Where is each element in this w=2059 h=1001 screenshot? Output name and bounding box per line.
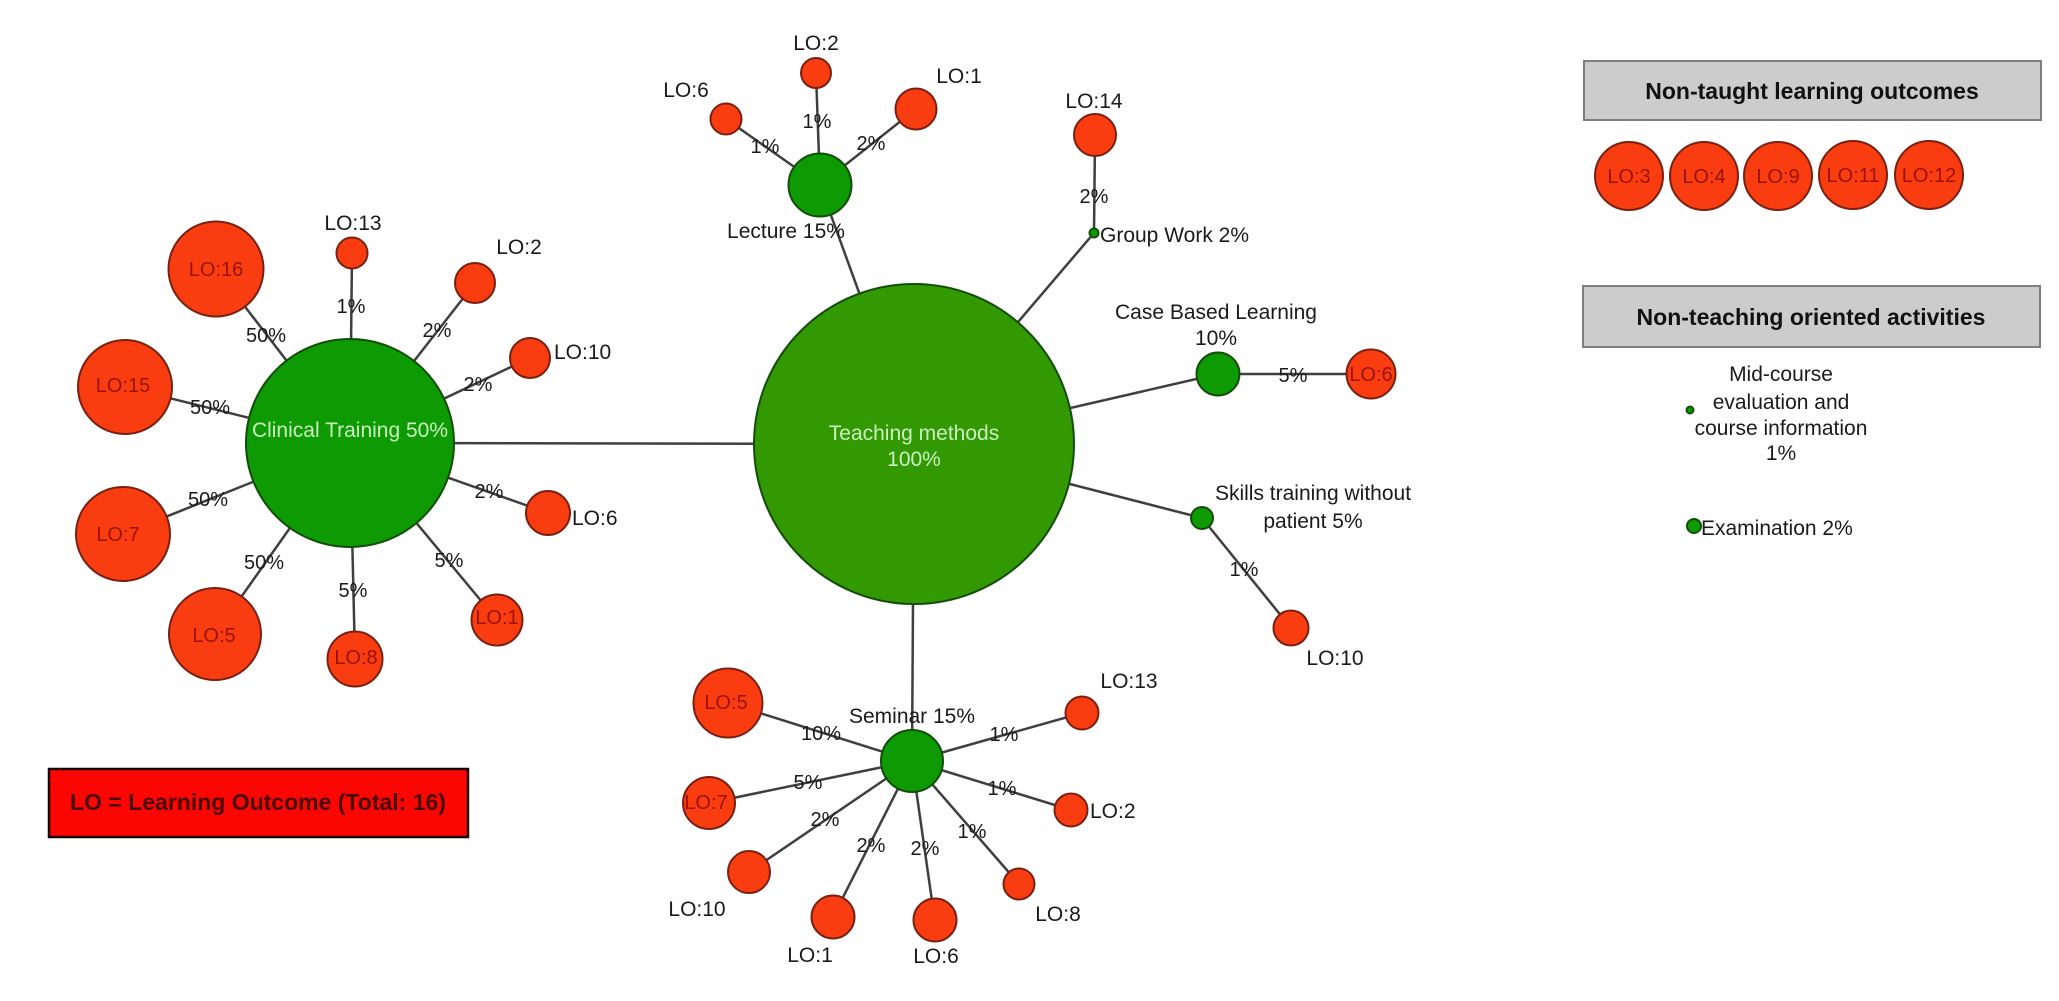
- svg-text:Clinical Training 50%: Clinical Training 50%: [252, 419, 448, 442]
- svg-text:2%: 2%: [857, 835, 886, 857]
- svg-text:LO:5: LO:5: [192, 625, 235, 647]
- svg-text:evaluation and: evaluation and: [1713, 391, 1850, 414]
- svg-text:LO:2: LO:2: [1090, 800, 1136, 823]
- svg-text:50%: 50%: [246, 325, 286, 347]
- svg-text:1%: 1%: [990, 724, 1019, 746]
- svg-text:Skills training without: Skills training without: [1215, 482, 1411, 505]
- svg-text:LO:6: LO:6: [663, 79, 709, 102]
- svg-text:LO:7: LO:7: [684, 792, 727, 814]
- svg-text:LO:2: LO:2: [793, 32, 839, 55]
- svg-text:LO:6: LO:6: [1349, 364, 1392, 386]
- svg-text:LO:10: LO:10: [668, 898, 725, 921]
- svg-text:Examination 2%: Examination 2%: [1701, 517, 1853, 540]
- svg-text:50%: 50%: [188, 489, 228, 511]
- svg-text:50%: 50%: [190, 397, 230, 419]
- svg-text:LO:11: LO:11: [1827, 165, 1880, 187]
- svg-text:LO:1: LO:1: [787, 944, 833, 967]
- svg-text:Lecture 15%: Lecture 15%: [727, 220, 845, 243]
- svg-text:course information: course information: [1695, 417, 1868, 440]
- svg-text:5%: 5%: [339, 580, 368, 602]
- svg-text:2%: 2%: [811, 809, 840, 831]
- svg-text:5%: 5%: [435, 550, 464, 572]
- svg-text:LO:2: LO:2: [496, 236, 542, 259]
- svg-text:1%: 1%: [337, 296, 366, 318]
- svg-text:LO:15: LO:15: [96, 375, 150, 397]
- svg-text:2%: 2%: [423, 320, 452, 342]
- svg-text:1%: 1%: [1230, 559, 1259, 581]
- svg-text:LO:8: LO:8: [334, 647, 377, 669]
- svg-text:2%: 2%: [1080, 186, 1109, 208]
- svg-text:1%: 1%: [988, 778, 1017, 800]
- svg-text:Seminar 15%: Seminar 15%: [849, 705, 975, 728]
- svg-text:LO:1: LO:1: [475, 607, 518, 629]
- svg-text:10%: 10%: [1195, 327, 1237, 350]
- svg-text:Group Work 2%: Group Work 2%: [1100, 224, 1249, 247]
- svg-text:5%: 5%: [1279, 365, 1308, 387]
- svg-text:LO = Learning Outcome (Total:: LO = Learning Outcome (Total: 16): [70, 789, 446, 815]
- svg-text:Case Based Learning: Case Based Learning: [1115, 301, 1317, 324]
- svg-text:5%: 5%: [794, 772, 823, 794]
- svg-text:LO:4: LO:4: [1682, 166, 1725, 188]
- svg-text:2%: 2%: [911, 838, 940, 860]
- svg-text:2%: 2%: [475, 481, 504, 503]
- svg-text:2%: 2%: [857, 133, 886, 155]
- svg-text:LO:10: LO:10: [1306, 647, 1363, 670]
- svg-text:1%: 1%: [751, 136, 780, 158]
- svg-text:2%: 2%: [464, 374, 493, 396]
- svg-text:LO:10: LO:10: [554, 341, 611, 364]
- svg-text:LO:6: LO:6: [572, 507, 618, 530]
- svg-text:Non-taught learning outcomes: Non-taught learning outcomes: [1645, 78, 1979, 104]
- svg-text:10%: 10%: [801, 723, 841, 745]
- svg-text:Teaching methods: Teaching methods: [829, 422, 999, 445]
- svg-text:1%: 1%: [803, 111, 832, 133]
- svg-text:50%: 50%: [244, 552, 284, 574]
- svg-text:patient 5%: patient 5%: [1263, 510, 1362, 533]
- svg-text:LO:13: LO:13: [1100, 670, 1157, 693]
- svg-text:Non-teaching oriented activiti: Non-teaching oriented activities: [1637, 304, 1986, 330]
- svg-text:LO:14: LO:14: [1065, 90, 1123, 113]
- svg-text:LO:9: LO:9: [1756, 166, 1799, 188]
- svg-text:LO:7: LO:7: [96, 524, 139, 546]
- svg-text:100%: 100%: [887, 448, 941, 471]
- svg-text:LO:13: LO:13: [324, 212, 381, 235]
- svg-text:1%: 1%: [958, 821, 987, 843]
- svg-text:Mid-course: Mid-course: [1729, 363, 1833, 386]
- svg-text:LO:12: LO:12: [1902, 165, 1956, 187]
- svg-text:LO:3: LO:3: [1607, 166, 1650, 188]
- svg-text:LO:1: LO:1: [936, 65, 982, 88]
- svg-text:1%: 1%: [1766, 442, 1796, 465]
- svg-text:LO:5: LO:5: [704, 692, 747, 714]
- svg-text:LO:6: LO:6: [913, 945, 959, 968]
- svg-text:LO:16: LO:16: [189, 259, 243, 281]
- svg-text:LO:8: LO:8: [1035, 903, 1081, 926]
